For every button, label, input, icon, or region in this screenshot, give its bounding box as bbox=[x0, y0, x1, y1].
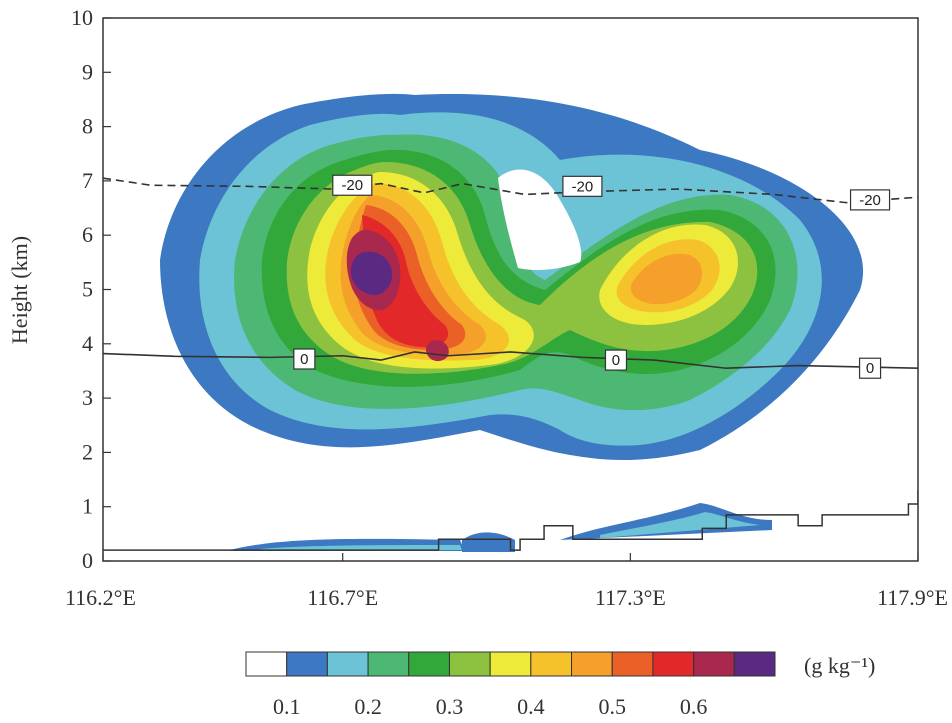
colorbar-swatch bbox=[652, 651, 695, 677]
colorbar-swatch bbox=[326, 651, 369, 677]
contour-level-12 bbox=[350, 251, 393, 295]
y-tick-label: 8 bbox=[82, 114, 93, 139]
y-tick-label: 4 bbox=[82, 331, 93, 356]
colorbar-label: 0.2 bbox=[354, 694, 382, 719]
x-tick-label: 116.2°E bbox=[65, 585, 136, 610]
isotherm-label: 0 bbox=[612, 352, 620, 369]
x-tick-label: 117.3°E bbox=[595, 585, 666, 610]
y-tick-label: 9 bbox=[82, 59, 93, 84]
x-tick-label: 117.9°E bbox=[877, 585, 948, 610]
y-axis-title: Height (km) bbox=[7, 236, 32, 344]
colorbar-swatch bbox=[408, 651, 450, 677]
isotherm-label-box bbox=[849, 189, 891, 211]
isotherm-label-box bbox=[332, 174, 373, 196]
y-tick-label: 10 bbox=[71, 5, 93, 30]
colorbar-swatch bbox=[489, 651, 532, 677]
x-tick-label: 116.7°E bbox=[307, 585, 378, 610]
isotherm-layer: 0 0 0 -20 -20 -20 bbox=[102, 174, 919, 379]
isotherm-label: -20 bbox=[341, 177, 363, 194]
isotherm-line-minus20 bbox=[102, 177, 919, 204]
colorbar-label: 0.5 bbox=[598, 694, 626, 719]
colorbar-swatch bbox=[367, 651, 410, 677]
y-tick-label: 0 bbox=[82, 548, 93, 573]
terrain-layer bbox=[103, 490, 918, 551]
colorbar-swatch bbox=[693, 651, 735, 677]
surface-band-right-inner bbox=[600, 512, 760, 538]
isotherm-label: 0 bbox=[866, 360, 874, 377]
surface-band-mid bbox=[462, 532, 515, 552]
isotherm-label-box bbox=[604, 349, 628, 371]
cloud-gap bbox=[498, 169, 582, 270]
colorbar-swatch bbox=[286, 651, 328, 677]
colorbar-swatch bbox=[733, 651, 776, 677]
colorbar-label: 0.3 bbox=[436, 694, 464, 719]
x-axis: 116.2°E 116.7°E 117.3°E 117.9°E bbox=[65, 553, 948, 610]
surface-band-right bbox=[560, 503, 772, 540]
isotherm-label: 0 bbox=[300, 351, 308, 368]
isotherm-label-box bbox=[293, 348, 316, 370]
isotherm-label-box bbox=[858, 357, 882, 379]
y-tick-label: 3 bbox=[82, 385, 93, 410]
colorbar-label: 0.1 bbox=[273, 694, 301, 719]
y-tick-label: 7 bbox=[82, 168, 93, 193]
colorbar-swatch bbox=[448, 651, 491, 677]
isotherm-label: -20 bbox=[572, 178, 594, 195]
surface-band-left-inner bbox=[260, 545, 462, 550]
isotherm-label: -20 bbox=[859, 192, 881, 209]
y-tick-label: 6 bbox=[82, 222, 93, 247]
colorbar-label: 0.6 bbox=[680, 694, 708, 719]
y-axis: 0 1 2 3 4 5 6 7 8 9 10 bbox=[71, 5, 111, 573]
isotherm-label-box bbox=[562, 175, 603, 197]
colorbar-swatch bbox=[611, 651, 654, 677]
colorbar-swatch bbox=[571, 651, 613, 677]
colorbar-swatch bbox=[530, 651, 573, 677]
y-tick-label: 2 bbox=[82, 439, 93, 464]
y-tick-label: 1 bbox=[82, 494, 93, 519]
isotherm-line-zero bbox=[102, 351, 919, 370]
colorbar-unit: (g kg⁻¹) bbox=[804, 653, 875, 678]
colorbar: 0.1 0.2 0.3 0.4 0.5 0.6 bbox=[245, 651, 776, 719]
colorbar-label: 0.4 bbox=[517, 694, 545, 719]
y-tick-label: 5 bbox=[82, 277, 93, 302]
colorbar-swatch bbox=[245, 651, 288, 677]
terrain-line bbox=[103, 490, 918, 551]
